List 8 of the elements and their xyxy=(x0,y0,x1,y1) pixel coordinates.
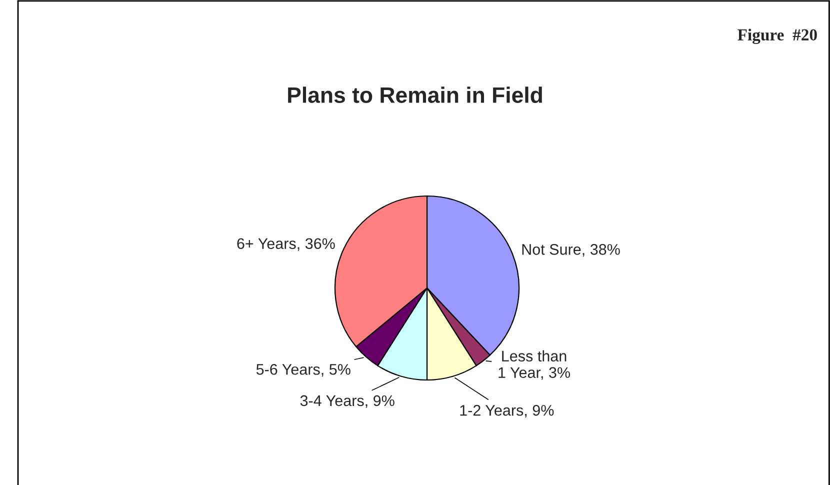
slice-label: 1-2 Years, 9% xyxy=(460,404,554,418)
chart-title: Plans to Remain in Field xyxy=(288,86,542,103)
slice-label: 5-6 Years, 5% xyxy=(256,364,350,377)
slice-label: 3-4 Years, 9% xyxy=(300,395,394,408)
slice-label: 6+ Years, 36% xyxy=(237,238,335,251)
slice-label: Not Sure, 38% xyxy=(522,244,620,257)
text: Figure #20 xyxy=(738,28,817,44)
slice-label: Less than 1 Year, 3% xyxy=(498,350,570,380)
